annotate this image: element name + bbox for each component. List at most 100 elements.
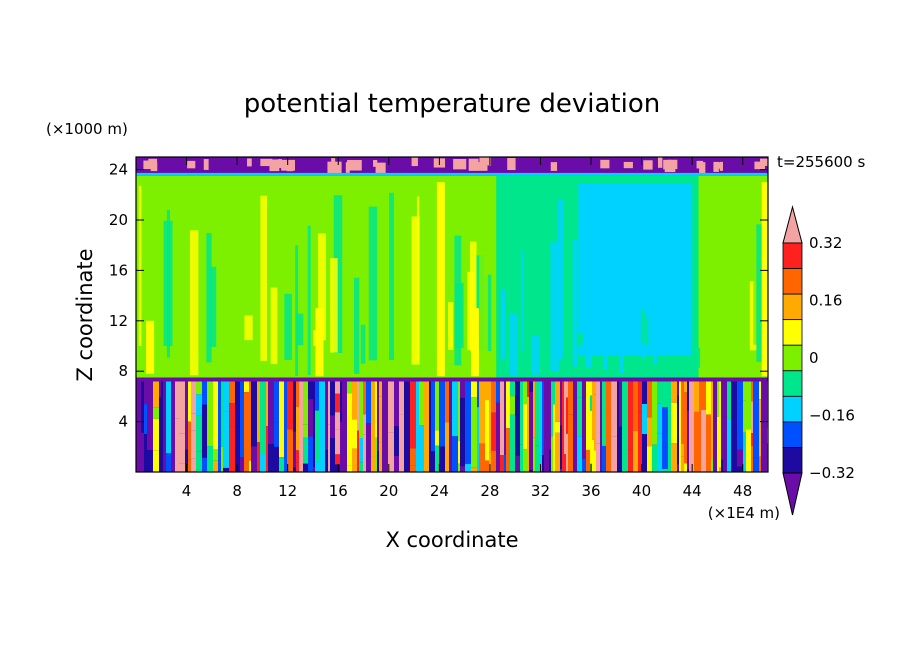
column-streak <box>166 209 171 358</box>
top-patch <box>150 162 158 172</box>
top-patch <box>347 160 362 171</box>
convection-streak <box>296 462 299 472</box>
convection-streak <box>188 381 191 422</box>
convection-streak <box>445 381 449 423</box>
convection-streak <box>435 381 439 431</box>
convection-streak <box>315 410 319 462</box>
convection-streak <box>471 381 477 398</box>
convection-streak <box>562 449 564 472</box>
convection-streak <box>677 464 679 472</box>
convection-streak <box>202 438 207 458</box>
convection-streak <box>196 415 202 452</box>
convection-streak <box>594 450 596 472</box>
convection-streak <box>619 381 622 398</box>
convection-streak <box>313 381 315 410</box>
convection-streak <box>296 450 299 463</box>
convection-streak <box>743 432 746 472</box>
convection-streak <box>515 381 520 456</box>
convection-streak <box>504 381 506 408</box>
convection-streak <box>249 381 251 461</box>
convection-streak <box>175 418 179 472</box>
convection-streak <box>510 414 515 472</box>
convection-streak <box>357 468 359 472</box>
convection-streak <box>477 460 479 472</box>
convection-streak <box>296 406 299 451</box>
column-streak <box>756 224 764 362</box>
convection-streak <box>202 392 207 405</box>
convection-streak <box>328 381 330 425</box>
convection-streak <box>207 446 213 472</box>
column-streak <box>289 219 295 365</box>
convection-streak <box>330 381 335 416</box>
convection-streak <box>600 381 602 445</box>
y-tick-label: 4 <box>118 413 128 431</box>
convection-streak <box>529 381 533 393</box>
convection-streak <box>617 442 619 472</box>
convection-streak <box>642 403 647 435</box>
x-tick-label: 32 <box>531 482 550 500</box>
convection-streak <box>424 455 429 472</box>
convection-streak <box>677 381 679 396</box>
column-streak <box>509 313 518 377</box>
column-streak <box>333 195 343 353</box>
colorbar-box <box>782 268 803 295</box>
convection-streak <box>684 381 687 393</box>
convection-streak <box>657 381 662 404</box>
column-streak <box>260 195 268 361</box>
convection-streak <box>706 381 711 415</box>
convection-streak <box>544 395 549 461</box>
convection-streak <box>449 381 452 455</box>
convection-streak <box>335 454 340 465</box>
convection-streak <box>551 381 553 437</box>
column-streak <box>295 245 299 377</box>
convection-streak <box>751 445 753 472</box>
convection-streak <box>622 460 628 472</box>
convection-streak <box>713 381 717 445</box>
colorbar-box <box>782 344 803 372</box>
convection-streak <box>544 460 549 472</box>
convection-streak <box>753 381 759 458</box>
convection-streak <box>223 381 229 412</box>
x-tick-label: 24 <box>430 482 449 500</box>
convection-streak <box>335 381 340 394</box>
convection-streak <box>359 381 363 438</box>
convection-streak <box>504 407 506 455</box>
convection-streak <box>308 399 313 437</box>
convection-streak <box>153 381 159 408</box>
colorbar-label: 0 <box>809 349 819 367</box>
convection-streak <box>694 381 699 412</box>
column-streak <box>197 348 201 372</box>
convection-streak <box>147 449 153 472</box>
convection-streak <box>520 444 523 472</box>
convection-streak <box>719 449 721 468</box>
convection-streak <box>445 422 449 472</box>
convection-streak <box>244 392 249 438</box>
top-patch <box>696 160 704 169</box>
convection-streak <box>489 452 491 469</box>
convection-streak <box>602 445 606 472</box>
convection-streak <box>622 381 628 461</box>
column-streak <box>584 304 592 368</box>
convection-streak <box>399 414 404 451</box>
x-tick-label: 8 <box>232 482 242 500</box>
column-streak <box>389 192 394 360</box>
convection-streak <box>731 381 737 443</box>
convection-streak <box>274 446 279 472</box>
convection-streak <box>196 394 202 416</box>
convection-streak <box>347 393 352 466</box>
convection-streak <box>727 418 731 472</box>
convection-streak <box>652 381 657 445</box>
convection-streak <box>489 381 491 453</box>
convection-streak <box>435 430 439 446</box>
convection-streak <box>500 381 504 456</box>
x-tick-label: 12 <box>278 482 297 500</box>
convection-streak <box>491 450 496 472</box>
convection-streak <box>229 403 235 427</box>
convection-streak <box>299 442 303 472</box>
convection-streak <box>681 456 684 472</box>
convection-streak <box>202 457 207 472</box>
column-streak <box>629 250 636 355</box>
convection-streak <box>647 381 652 418</box>
convection-streak <box>185 381 188 450</box>
column-streak <box>318 233 326 341</box>
